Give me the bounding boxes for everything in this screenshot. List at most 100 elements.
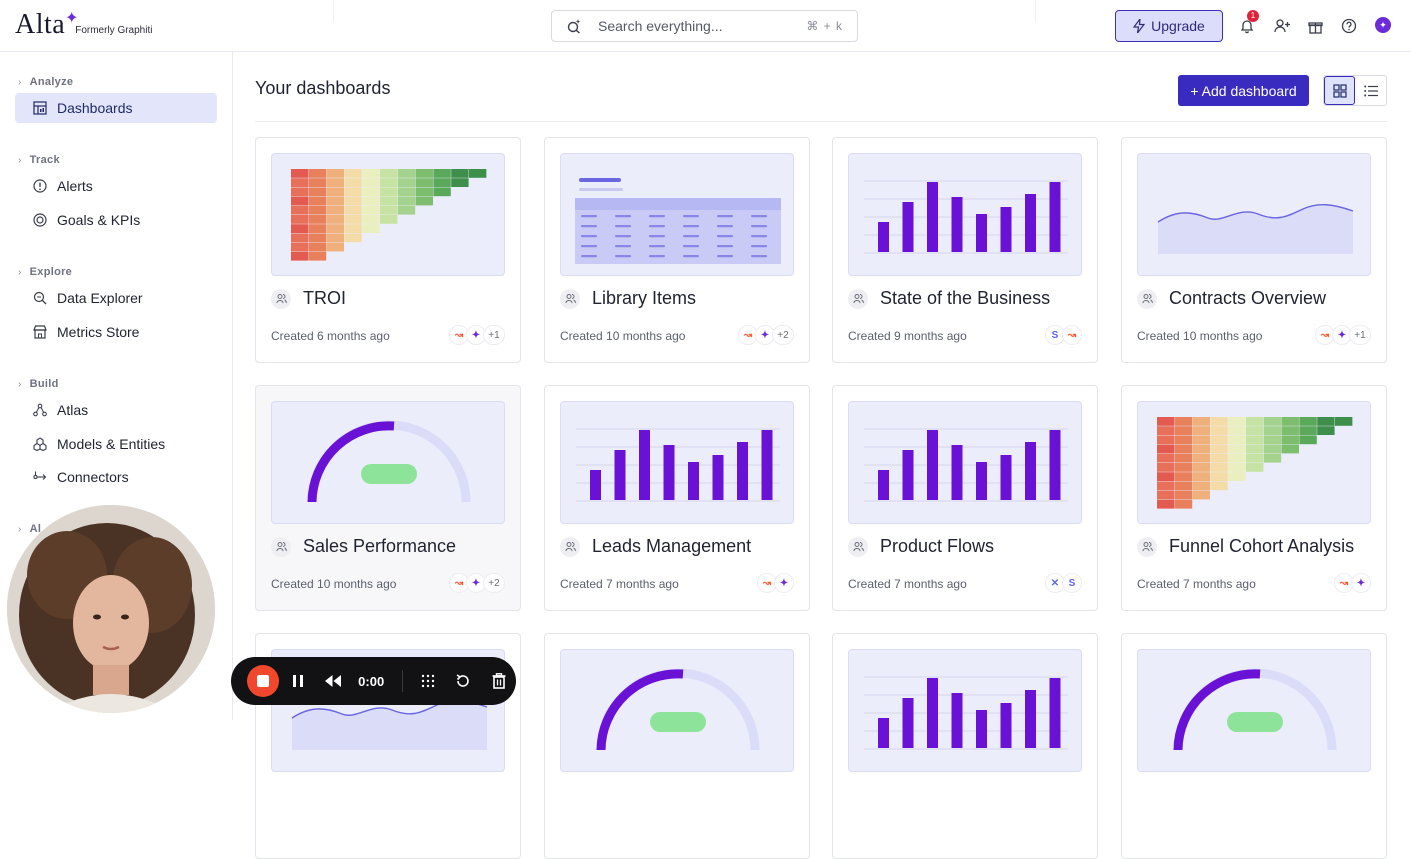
- dashboard-card[interactable]: Leads Management Created 7 months ago ↝ ✦: [544, 385, 810, 611]
- dashboard-card[interactable]: State of the Business Created 9 months ag…: [832, 137, 1098, 363]
- section-label: Al: [29, 523, 42, 535]
- stripe-icon: S: [1045, 325, 1065, 345]
- section-al[interactable]: › Al: [18, 523, 41, 535]
- thumbnail-heatmap-image: [291, 169, 487, 261]
- dashboard-thumbnail: [848, 153, 1082, 276]
- gift-button[interactable]: [1305, 16, 1325, 36]
- sidebar-item-dashboards[interactable]: Dashboards: [15, 93, 217, 123]
- rewind-icon: [325, 675, 342, 687]
- delete-recording-button[interactable]: [482, 665, 516, 697]
- thumb-bar: [976, 462, 987, 500]
- section-analyze[interactable]: › Analyze: [18, 76, 73, 88]
- sidebar-item-atlas[interactable]: Atlas: [15, 395, 217, 425]
- thumb-bar: [1025, 194, 1036, 252]
- upgrade-button[interactable]: Upgrade: [1115, 10, 1223, 42]
- dashboard-title: TROI: [303, 288, 346, 308]
- store-icon: [33, 325, 47, 339]
- grid-view-button[interactable]: [1324, 76, 1356, 105]
- source-badges: S ↝: [1045, 325, 1082, 345]
- dashboard-card[interactable]: [544, 633, 810, 859]
- source-badges: ↝ ✦ +2: [738, 325, 794, 345]
- card-title-row: Sales Performance: [271, 536, 456, 557]
- user-avatar[interactable]: ✦: [1375, 17, 1391, 33]
- dashboard-card[interactable]: Sales Performance Created 10 months ago ↝ ✦…: [255, 385, 521, 611]
- sidebar-item-models[interactable]: Models & Entities: [15, 429, 217, 459]
- help-icon: [1341, 18, 1357, 34]
- restart-button[interactable]: [447, 665, 481, 697]
- created-date: Created 10 months ago: [560, 329, 686, 343]
- dashboard-title: Library Items: [592, 288, 697, 308]
- dashboard-card[interactable]: Library Items Created 10 months ago ↝ ✦ +2: [544, 137, 810, 363]
- thumbnail-bars-image: [864, 676, 1068, 750]
- avatar-star-icon: ✦: [1379, 19, 1387, 30]
- users-icon: [1137, 536, 1157, 557]
- page-title: Your dashboards: [255, 78, 391, 98]
- stop-recording-button[interactable]: [247, 665, 279, 697]
- restart-icon: [456, 674, 470, 687]
- add-dashboard-button[interactable]: + Add dashboard: [1178, 75, 1309, 106]
- sidebar-item-goals[interactable]: Goals & KPIs: [15, 205, 217, 235]
- dashboard-card[interactable]: [832, 633, 1098, 859]
- notifications-button[interactable]: 1: [1237, 10, 1259, 36]
- users-icon: [271, 536, 291, 557]
- dashboard-card[interactable]: Product Flows Created 7 months ago ✕ S: [832, 385, 1098, 611]
- section-label: Track: [29, 154, 60, 166]
- pause-button[interactable]: [281, 665, 315, 697]
- recorder-divider: [401, 670, 403, 692]
- created-date: Created 7 months ago: [1137, 577, 1256, 591]
- dashboard-card[interactable]: Funnel Cohort Analysis Created 7 months a…: [1121, 385, 1387, 611]
- dashboard-thumbnail: [848, 401, 1082, 524]
- dashboard-card[interactable]: TROI Created 6 months ago ↝ ✦ +1: [255, 137, 521, 363]
- stop-icon: [256, 675, 269, 687]
- thumb-bar: [976, 214, 987, 252]
- users-icon: [560, 288, 580, 309]
- section-label: Explore: [29, 266, 73, 278]
- sidebar-item-label: Data Explorer: [57, 290, 143, 306]
- created-date: Created 7 months ago: [848, 577, 967, 591]
- sidebar-item-label: Atlas: [57, 402, 89, 418]
- thumbnail-bars-image: [864, 180, 1068, 254]
- logo[interactable]: Alta ✦ Formerly Graphiti: [15, 10, 152, 40]
- chevron-right-icon: ›: [18, 266, 22, 278]
- thumbnail-table-image: [575, 178, 781, 264]
- notification-count-badge: 1: [1247, 10, 1259, 22]
- bell-icon: [1240, 20, 1254, 34]
- sidebar-item-alerts[interactable]: Alerts: [15, 171, 217, 201]
- sidebar-item-connectors[interactable]: Connectors: [15, 462, 217, 492]
- rewind-button[interactable]: [316, 665, 350, 697]
- alert-icon: [33, 179, 47, 193]
- section-build[interactable]: › Build: [18, 378, 59, 390]
- section-track[interactable]: › Track: [18, 154, 60, 166]
- help-button[interactable]: [1339, 16, 1359, 36]
- users-icon: [848, 288, 868, 309]
- thumbnail-bars-image: [576, 428, 780, 502]
- thumb-bar: [1000, 703, 1012, 748]
- list-view-button[interactable]: [1355, 76, 1386, 105]
- dashboard-thumbnail: [1137, 153, 1371, 276]
- search-bar[interactable]: Search everything... ⌘ + k: [551, 10, 858, 42]
- invite-user-button[interactable]: [1272, 16, 1292, 36]
- chevron-right-icon: ›: [18, 378, 22, 390]
- thumb-bar: [712, 455, 724, 500]
- sidebar-item-metrics-store[interactable]: Metrics Store: [15, 317, 217, 347]
- thumb-bar: [927, 182, 938, 252]
- thumb-bar: [1049, 678, 1061, 748]
- view-toggle: [1323, 75, 1387, 106]
- recording-timer: 0:00: [358, 673, 385, 689]
- dashboard-title: Sales Performance: [303, 536, 457, 556]
- thumbnail-gauge-image: [596, 668, 760, 751]
- section-explore[interactable]: › Explore: [18, 266, 72, 278]
- dashboard-card[interactable]: Contracts Overview Created 10 months ago ↝…: [1121, 137, 1387, 363]
- target-icon: [33, 213, 47, 227]
- spark-icon: ✦: [466, 325, 486, 345]
- search-placeholder: Search everything...: [598, 18, 723, 34]
- thumb-bar: [1025, 690, 1036, 748]
- dashboard-title: Funnel Cohort Analysis: [1169, 536, 1355, 556]
- created-date: Created 9 months ago: [848, 329, 967, 343]
- thumb-bar: [976, 710, 987, 748]
- dashboard-card[interactable]: [1121, 633, 1387, 859]
- dashboard-title: Contracts Overview: [1169, 288, 1327, 308]
- drag-handle[interactable]: [411, 665, 445, 697]
- sidebar-item-data-explorer[interactable]: Data Explorer: [15, 283, 217, 313]
- webcam-bubble[interactable]: [7, 505, 215, 713]
